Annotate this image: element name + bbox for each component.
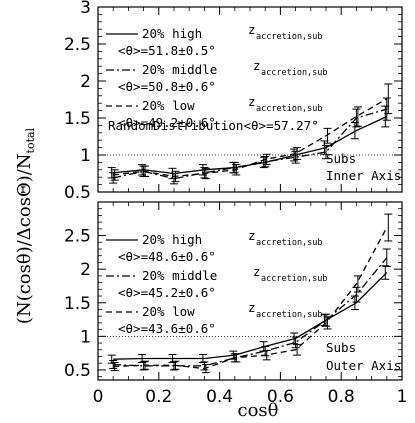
y-tick-label: 1.5	[64, 294, 91, 314]
legend-z-sub: accretion,sub	[256, 238, 323, 248]
y-tick-label: 2	[80, 72, 91, 92]
y-axis-label-main: (N(cosθ)/ΔcosΘ)/N	[14, 153, 35, 324]
legend-label: 20% low	[142, 304, 195, 319]
y-axis-label: (N(cosθ)/ΔcosΘ)/Ntotal	[14, 127, 37, 324]
y-tick-label: 1.5	[64, 109, 91, 129]
legend-stat: <θ>=51.8±0.5°	[118, 43, 216, 58]
panel-label-line2: Inner Axis	[326, 168, 401, 183]
legend-z: z	[248, 94, 256, 109]
y-tick-label: 1	[80, 146, 91, 166]
panel-outer-axis: 0.511.522.50 0.2 0.4 0.6 0.8 120% high z accret…	[64, 201, 408, 407]
series-line	[113, 257, 388, 367]
y-axis-label-group: (N(cosθ)/ΔcosΘ)/Ntotal	[14, 127, 37, 324]
legend-z: z	[248, 228, 256, 243]
random-distribution-label: RandomDistribution<θ>=57.27°	[108, 118, 319, 133]
x-tick-label: 0.6	[267, 387, 294, 407]
y-tick-label: 3	[80, 0, 91, 18]
legend-stat: <θ>=49.2±0.6°	[118, 115, 216, 130]
legend-label: 20% low	[142, 98, 195, 113]
legend-z-sub: accretion,sub	[256, 310, 323, 320]
series-line	[113, 227, 388, 370]
legend-stat: <θ>=48.6±0.6°	[118, 249, 216, 264]
series-line	[113, 108, 387, 180]
legend-label: 20% high	[142, 232, 202, 247]
legend-z: z	[248, 300, 256, 315]
legend-z-sub: accretion,sub	[261, 274, 328, 284]
series-line	[113, 272, 388, 360]
legend-z: z	[253, 264, 261, 279]
y-tick-label: 2.5	[64, 35, 91, 55]
x-axis-label: cosθ	[238, 400, 279, 421]
legend-z-sub: accretion,sub	[256, 104, 323, 114]
legend-z-sub: accretion,sub	[256, 32, 323, 42]
x-tick-label: 0	[93, 387, 104, 407]
y-tick-label: 2.5	[64, 227, 91, 247]
legend-stat: <θ>=45.2±0.6°	[118, 285, 216, 300]
y-tick-label: 1	[80, 327, 91, 347]
legend-z: z	[253, 58, 261, 73]
x-tick-label: 0.2	[145, 387, 172, 407]
legend-label: 20% middle	[142, 62, 217, 77]
panel-label-line2: Outer Axis	[326, 358, 401, 373]
y-tick-label: 0.5	[64, 361, 91, 381]
x-tick-label: 0.8	[328, 387, 355, 407]
legend-z: z	[248, 22, 256, 37]
legend-label: 20% high	[142, 26, 202, 41]
legend-label: 20% middle	[142, 268, 217, 283]
x-tick-label: 1	[397, 387, 408, 407]
y-tick-label: 0.5	[64, 183, 91, 203]
legend-stat: <θ>=43.6±0.6°	[118, 321, 216, 336]
panel-label-line1: Subs	[326, 340, 356, 355]
y-axis-label-sub: total	[24, 127, 37, 153]
legend-stat: <θ>=50.8±0.6°	[118, 79, 216, 94]
panel-label-line1: Subs	[326, 151, 356, 166]
x-tick-label: 0.4	[206, 387, 233, 407]
legend-z-sub: accretion,sub	[261, 68, 328, 78]
y-tick-label: 2	[80, 260, 91, 280]
